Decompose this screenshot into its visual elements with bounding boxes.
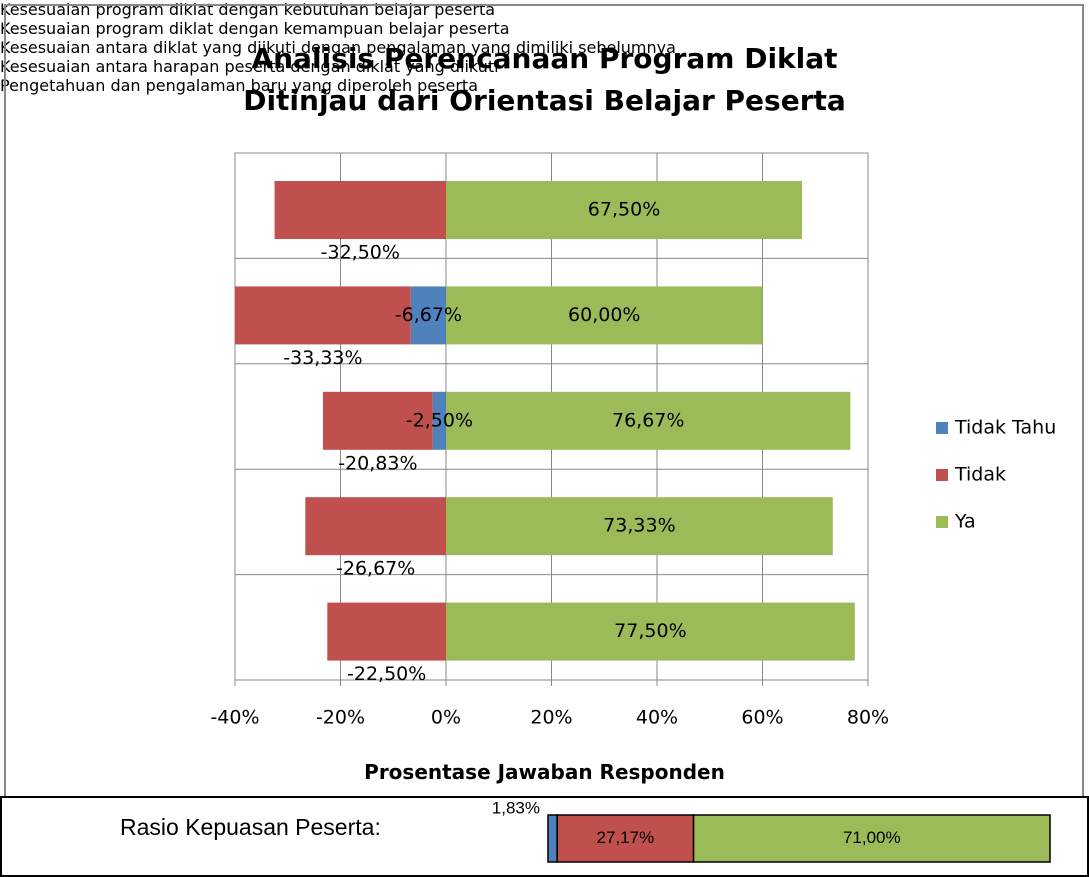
bar: [446, 497, 833, 556]
ratio-bar: [692, 814, 1051, 863]
ratio-bar: [556, 814, 695, 863]
data-label: -6,67%: [395, 304, 462, 326]
labels: -32,50% 67,50% -6,67% -33,33% 60,00% -2,50% -2…: [283, 199, 686, 686]
category-label: Kesesuaian antara harapan peserta dengan…: [0, 57, 499, 76]
data-label: -26,67%: [336, 558, 415, 580]
data-label: -32,50%: [321, 242, 400, 264]
bar: [235, 286, 411, 345]
bar: [446, 391, 851, 450]
ratio-label: 27,17%: [597, 828, 655, 847]
data-label: 73,33%: [603, 515, 675, 537]
x-tick-label: 20%: [530, 707, 572, 729]
x-axis-title: Prosentase Jawaban Responden: [364, 760, 725, 784]
data-label: 76,67%: [612, 409, 684, 431]
bar: [305, 497, 446, 556]
data-label: -2,50%: [406, 409, 473, 431]
category-label: Pengetahuan dan pengalaman baru yang dip…: [0, 76, 478, 95]
x-tick-label: 80%: [847, 707, 889, 729]
data-label: -20,83%: [338, 452, 417, 474]
category-label: Kesesuaian program diklat dengan kemampu…: [0, 19, 510, 38]
legend-label: Tidak: [954, 464, 1006, 486]
ratio-bar: [547, 814, 558, 863]
data-label: -22,50%: [347, 663, 426, 685]
legend-swatch: [936, 516, 948, 528]
bar: [410, 286, 446, 345]
bars: [235, 181, 855, 661]
bar: [446, 286, 763, 345]
chart-title: Analisis Perencanaan Program Diklat Diti…: [243, 42, 846, 117]
bar: [274, 181, 446, 239]
data-label: 77,50%: [614, 620, 686, 642]
data-label: 60,00%: [568, 304, 640, 326]
ratio-label: 1,83%: [492, 798, 540, 817]
x-tick-label: -40%: [210, 707, 259, 729]
x-tick-label: 40%: [636, 707, 678, 729]
x-tick-label: -20%: [316, 707, 365, 729]
bar: [322, 391, 433, 450]
data-label: 67,50%: [588, 199, 660, 221]
category-label: Kesesuaian antara diklat yang diikuti de…: [0, 38, 676, 57]
bar: [432, 391, 446, 450]
legend-label: Ya: [954, 511, 976, 533]
legend-swatch: [936, 422, 948, 434]
legend-swatch: [936, 469, 948, 481]
ratio-label: 71,00%: [843, 828, 901, 847]
legend-label: Tidak Tahu: [954, 417, 1056, 439]
bar: [446, 181, 803, 239]
bar: [446, 602, 855, 661]
data-label: -33,33%: [283, 347, 362, 369]
bar: [327, 602, 446, 661]
x-tick-label: 0%: [431, 707, 461, 729]
x-tick-label: 60%: [741, 707, 783, 729]
ratio-label: Rasio Kepuasan Peserta:: [120, 814, 381, 840]
